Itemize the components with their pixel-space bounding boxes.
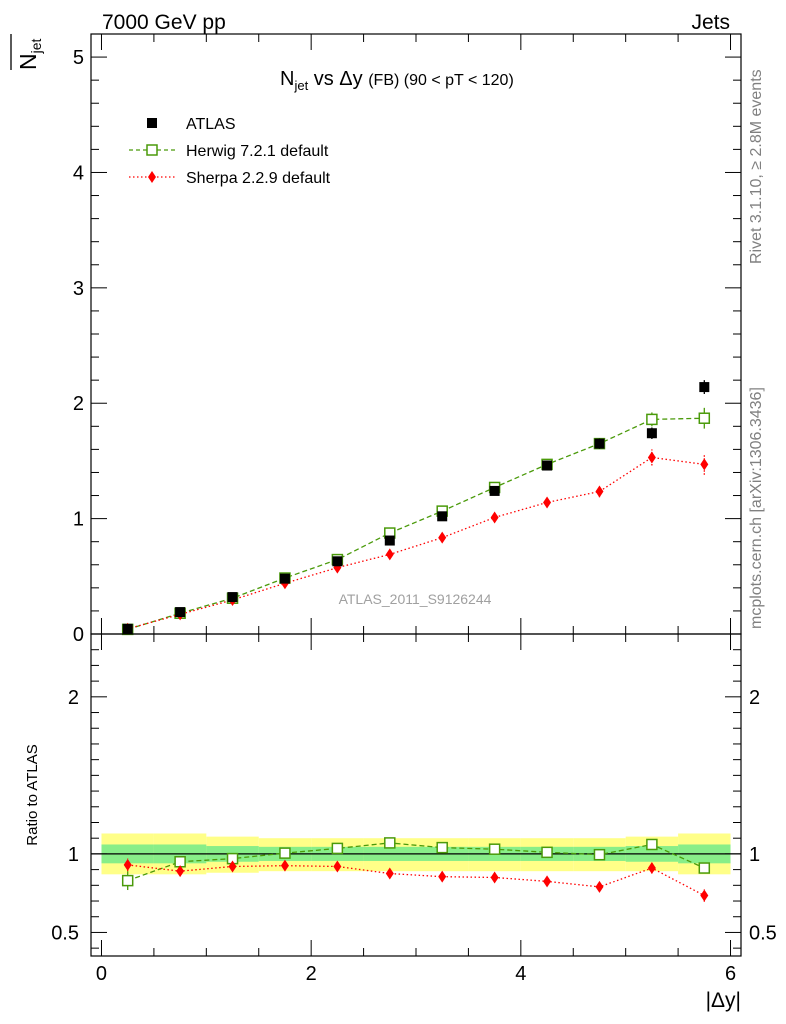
main-atlas-point (122, 623, 133, 634)
main-sherpa-line (127, 456, 705, 630)
rivet-version-text: Rivet 3.1.10, ≥ 2.8M events (748, 69, 765, 264)
ratio-sherpa-point (438, 870, 447, 883)
ratio-panel-axes: 0.5 0.5 1 1 2 2 0 2 4 6 (51, 633, 777, 985)
legend-sherpa-marker (148, 171, 156, 183)
main-y-axis-label: Njet (10, 34, 44, 70)
ratio-y-tick-label-right: 2 (749, 687, 760, 709)
main-y-tick-label: 1 (73, 509, 84, 531)
main-y-tick-label: 0 (73, 624, 84, 646)
ratio-herwig-line (127, 842, 705, 882)
ylabel-sub: jet (28, 38, 44, 54)
x-tick-label: 4 (515, 963, 526, 985)
legend-item-atlas: ATLAS (147, 116, 236, 133)
ratio-y-tick-label-right: 1 (749, 844, 760, 866)
main-y-tick-label: 3 (73, 278, 84, 300)
ratio-herwig-point (646, 838, 658, 851)
ratio-sherpa-point (490, 871, 499, 884)
legend-item-sherpa: Sherpa 2.2.9 default (129, 170, 331, 187)
main-sherpa-point (438, 531, 447, 544)
title-range: (90 < pT < 120) (399, 72, 513, 89)
ratio-sherpa-point (176, 865, 185, 878)
main-atlas-point (489, 485, 500, 496)
main-atlas-point (175, 607, 186, 618)
ratio-sherpa-point (280, 859, 289, 872)
title-fb: (FB) (368, 72, 399, 89)
title-vs: vs Δy (308, 68, 368, 90)
legend-atlas-label: ATLAS (186, 116, 236, 133)
legend-herwig-label: Herwig 7.2.1 default (186, 143, 329, 160)
title-sub: jet (293, 78, 308, 93)
ratio-sherpa-point (543, 875, 552, 888)
ratio-herwig-point (331, 842, 344, 855)
ratio-sherpa-point (385, 867, 394, 880)
main-atlas-point (332, 556, 343, 567)
ratio-herwig-point (541, 846, 553, 859)
ratio-y-tick-label: 0.5 (51, 922, 79, 944)
ratio-sherpa-point (595, 880, 604, 893)
ratio-sherpa-point (647, 862, 656, 875)
main-atlas-point (227, 592, 238, 603)
ylabel-main: N (15, 53, 41, 70)
legend-sherpa-label: Sherpa 2.2.9 default (186, 170, 331, 187)
main-sherpa-point (700, 458, 709, 471)
main-atlas-point (594, 438, 605, 449)
main-atlas-point (279, 573, 290, 584)
ratio-herwig-point (593, 848, 606, 861)
x-tick-label: 6 (725, 963, 736, 985)
legend-item-herwig: Herwig 7.2.1 default (129, 143, 329, 160)
main-herwig-line (127, 417, 705, 631)
ratio-y-tick-label: 2 (68, 687, 79, 709)
main-herwig-point (698, 412, 711, 424)
legend-herwig-marker (146, 144, 158, 156)
header-left: 7000 GeV pp (102, 11, 226, 34)
main-herwig-point (646, 413, 658, 426)
svg-text:Njet: Njet (15, 38, 44, 70)
ratio-sherpa-line (127, 864, 705, 897)
ratio-sherpa-point (228, 860, 237, 873)
main-sherpa-point (543, 496, 552, 509)
main-plot-title: Njet vs Δy (FB) (90 < pT < 120) (280, 68, 514, 93)
ratio-sherpa-point (123, 858, 132, 871)
ratio-herwig-point (698, 862, 711, 874)
ratio-panel-data (121, 837, 711, 902)
ratio-sherpa-point (333, 860, 342, 873)
main-atlas-point (699, 382, 710, 393)
legend: ATLAS Herwig 7.2.1 default Sherpa 2.2.9 … (129, 116, 331, 187)
main-y-tick-label: 2 (73, 393, 84, 415)
main-sherpa-point (647, 451, 656, 464)
main-atlas-point (437, 511, 448, 522)
main-y-tick-label: 4 (73, 162, 84, 184)
ratio-frame (90, 633, 742, 957)
title-main: N (280, 68, 294, 90)
main-atlas-point (646, 428, 657, 439)
legend-atlas-marker (147, 118, 157, 128)
main-panel-data (121, 380, 711, 636)
ratio-y-tick-label-right: 0.5 (749, 922, 777, 944)
main-atlas-point (542, 460, 553, 471)
main-sherpa-point (595, 485, 604, 498)
main-sherpa-point (490, 511, 499, 524)
ratio-herwig-point (384, 837, 396, 849)
main-y-tick-label: 5 (73, 47, 84, 69)
ratio-herwig-point (121, 874, 134, 887)
x-tick-label: 2 (306, 963, 317, 985)
ratio-y-axis-label: Ratio to ATLAS (24, 744, 41, 845)
ratio-sherpa-point (700, 889, 709, 902)
main-sherpa-point (385, 548, 394, 561)
ratio-y-tick-label: 1 (68, 844, 79, 866)
ratio-herwig-point (436, 841, 448, 854)
header-right: Jets (691, 11, 730, 34)
x-axis-label: |Δy| (706, 989, 741, 1012)
analysis-watermark: ATLAS_2011_S9126244 (339, 591, 492, 607)
ratio-herwig-point (488, 843, 501, 855)
main-panel-axes: 0 1 2 3 4 5 (73, 33, 742, 646)
x-tick-label: 0 (96, 963, 107, 985)
ratio-herwig-point (279, 847, 291, 859)
mcplots-reference-text: mcplots.cern.ch [arXiv:1306.3436] (748, 387, 765, 629)
main-atlas-point (384, 535, 395, 546)
